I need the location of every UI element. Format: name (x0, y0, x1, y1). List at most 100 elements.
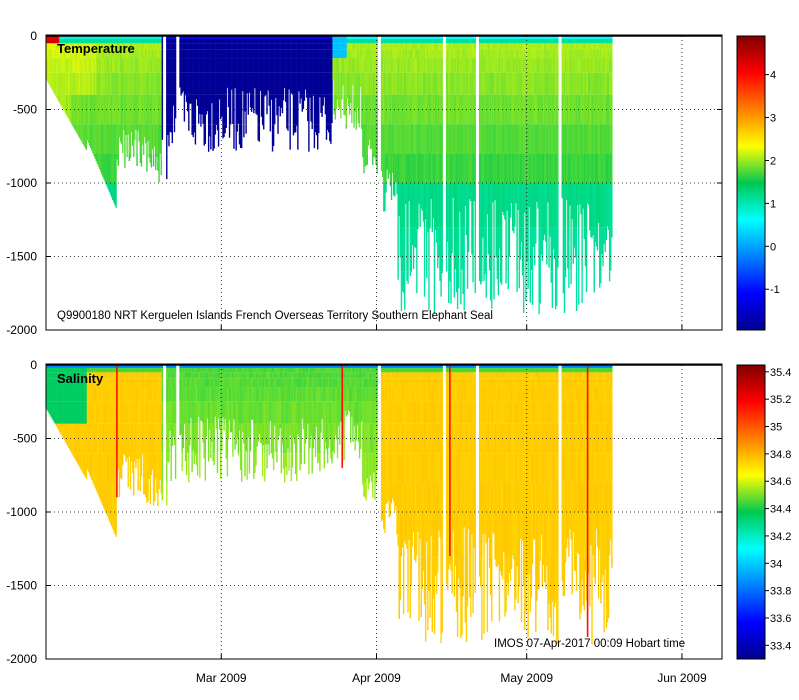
profile-cell (168, 38, 170, 44)
profile-cell (248, 49, 251, 59)
profile-cell (398, 183, 400, 217)
profile-cell (239, 94, 242, 125)
profile-cell (556, 38, 558, 44)
profile-cell (190, 49, 192, 59)
profile-cell (363, 58, 365, 73)
profile-cell (127, 43, 129, 50)
profile-cell (269, 124, 272, 132)
profile-cell (263, 49, 265, 59)
profile-cell (96, 58, 99, 73)
profile-cell (557, 72, 559, 95)
profile-cell (530, 183, 533, 228)
profile-cell (400, 183, 403, 228)
profile-cell (213, 49, 215, 59)
profile-cell (605, 153, 608, 183)
profile-cell (107, 58, 110, 73)
profile-cell (244, 43, 246, 50)
profile-cell (509, 72, 512, 95)
profile-cell (532, 58, 535, 73)
profile-cell (604, 124, 606, 154)
profile-cell (183, 72, 186, 95)
profile-cell (500, 227, 503, 272)
profile-cell (286, 58, 288, 73)
profile-cell (600, 227, 602, 272)
profile-cell (282, 36, 285, 39)
profile-cell (535, 227, 537, 244)
profile-cell (591, 36, 593, 39)
profile-column (187, 36, 189, 112)
profile-cell (88, 36, 91, 39)
profile-cell (594, 94, 597, 125)
profile-cell (353, 124, 355, 128)
profile-cell (605, 227, 608, 240)
profile-cell (384, 124, 386, 154)
profile-cell (257, 49, 259, 59)
profile-cell (237, 58, 240, 73)
profile-cell (334, 58, 337, 73)
profile-cell (458, 58, 460, 73)
profile-cell (455, 124, 458, 154)
profile-cell (391, 94, 394, 125)
profile-cell (503, 58, 505, 73)
profile-cell (264, 43, 266, 50)
profile-cell (435, 72, 438, 95)
profile-cell (48, 58, 50, 73)
profile-cell (348, 36, 351, 39)
profile-cell (607, 94, 610, 125)
profile-cell (171, 72, 173, 95)
profile-cell (540, 94, 543, 125)
profile-cell (232, 36, 234, 39)
profile-cell (506, 58, 508, 73)
profile-cell (293, 124, 296, 133)
profile-cell (235, 49, 237, 59)
profile-cell (486, 43, 489, 50)
profile-cell (220, 58, 222, 73)
profile-cell (209, 43, 211, 50)
profile-cell (456, 183, 459, 228)
profile-cell (553, 153, 556, 183)
profile-column (352, 36, 354, 85)
profile-cell (365, 38, 367, 44)
profile-cell (462, 94, 464, 125)
profile-cell (459, 38, 461, 44)
profile-cell (142, 72, 145, 95)
profile-cell (77, 72, 80, 95)
profile-cell (290, 38, 292, 44)
profile-column (247, 36, 249, 115)
profile-cell (278, 58, 280, 73)
profile-cell (518, 58, 520, 73)
profile-cell (205, 36, 208, 39)
profile-cell (234, 72, 236, 89)
profile-cell (435, 227, 438, 243)
profile-cell (413, 124, 416, 154)
profile-cell (415, 38, 417, 44)
profile-cell (279, 36, 281, 39)
profile-cell (531, 124, 534, 154)
profile-cell (583, 227, 585, 240)
profile-cell (486, 183, 489, 215)
profile-cell (400, 124, 403, 154)
profile-cell (153, 43, 156, 50)
profile-cell (546, 183, 548, 228)
profile-cell (136, 72, 138, 95)
profile-cell (528, 58, 530, 73)
profile-cell (232, 43, 234, 50)
profile-cell (604, 153, 606, 183)
profile-cell (498, 183, 501, 228)
profile-cell (513, 72, 515, 95)
profile-cell (232, 38, 234, 44)
profile-cell (157, 43, 159, 50)
profile-cell (145, 124, 147, 144)
profile-column (272, 36, 275, 147)
profile-cell (101, 124, 103, 154)
profile-cell (80, 36, 82, 39)
profile-cell (452, 49, 454, 59)
profile-cell (383, 58, 385, 73)
profile-cell (488, 58, 491, 73)
profile-cell (572, 153, 574, 183)
profile-cell (453, 183, 455, 228)
profile-cell (543, 183, 546, 228)
profile-cell (406, 227, 408, 272)
profile-cell (323, 36, 326, 39)
profile-cell (388, 58, 391, 73)
